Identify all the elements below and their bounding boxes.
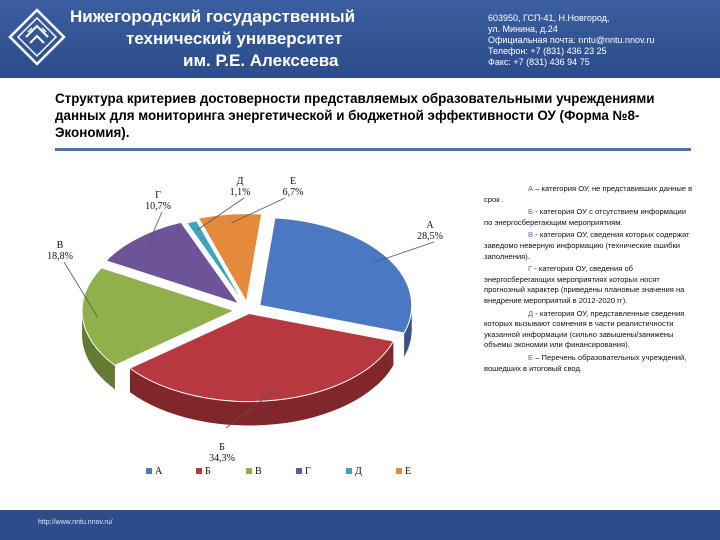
pie-slice-Г <box>105 221 240 305</box>
slice-value-В: 18,8% <box>47 251 73 262</box>
pie-slice-Д <box>185 220 245 305</box>
legend-label-А: А <box>155 466 163 477</box>
pie-slice-Б <box>128 313 395 403</box>
contact-phone: Телефон: +7 (831) 436 23 25 <box>488 46 607 56</box>
legend-swatch-Е <box>396 468 402 474</box>
legend-text-g: - категория ОУ, сведения об энергосберег… <box>484 264 685 305</box>
leader-line-Д <box>196 197 245 231</box>
slice-value-А: 28,5% <box>417 231 443 242</box>
legend-text-e: – Перечень образовательных учреждений, в… <box>484 352 687 373</box>
legend-label-Г: Г <box>305 466 311 477</box>
legend-swatch-В <box>246 468 252 474</box>
university-name-line-3: им. Р.Е. Алексеева <box>183 51 339 70</box>
chart-legend: А Б В Г Д Е <box>146 466 411 477</box>
legend-text-d: - категория ОУ, представленные сведения … <box>484 308 685 350</box>
slice-value-Д: 1,1% <box>230 187 251 198</box>
legend-item-d: Д - категория ОУ, представленные сведени… <box>484 309 694 351</box>
legend-item-b: Б - категория ОУ с отсутствием информаци… <box>484 207 694 228</box>
legend-swatch-Д <box>346 468 352 474</box>
slice-label-Д: Д <box>237 176 244 187</box>
legend-key-v: В <box>528 230 534 240</box>
university-name-line-2: технический университет <box>126 29 343 48</box>
legend-label-В: В <box>255 466 262 477</box>
legend-swatch-А <box>146 468 152 474</box>
slice-value-Е: 6,7% <box>283 187 304 198</box>
pie-slice-В <box>81 267 236 366</box>
slice-label-В: В <box>57 240 64 251</box>
slice-label-А: А <box>426 220 434 231</box>
slice-value-Г: 10,7% <box>145 201 171 212</box>
legend-item-v: В - категория ОУ, сведения которых содер… <box>484 230 694 262</box>
pie-slice-side-А <box>404 305 412 357</box>
pie-slice-Е <box>197 213 263 304</box>
legend-item-e: Е – Перечень образовательных учреждений,… <box>484 353 694 374</box>
footer-url-link[interactable]: http://www.nntu.nnov.ru/ <box>38 519 113 526</box>
legend-item-a: А – категория ОУ, не представивших данны… <box>484 184 694 205</box>
pie-slice-side-В <box>82 310 115 390</box>
legend-swatch-Б <box>196 468 202 474</box>
legend-description: А – категория ОУ, не представивших данны… <box>484 184 694 376</box>
university-name-line-1: Нижегородский государственный <box>70 7 356 26</box>
legend-text-b: - категория ОУ с отсутствием информации … <box>484 207 686 227</box>
slide-title: Структура критериев достоверности предст… <box>55 91 655 140</box>
contact-email: Официальная почта: nntu@nntu.nnov.ru <box>488 35 655 45</box>
title-divider <box>55 148 691 151</box>
slice-label-Г: Г <box>155 190 161 201</box>
slice-label-Б: Б <box>219 442 225 453</box>
leader-line-Б <box>225 391 274 429</box>
legend-label-Д: Д <box>355 466 362 477</box>
header-banner: Нижегородский государственный технически… <box>0 0 720 78</box>
slice-value-Б: 34,3% <box>209 453 235 464</box>
legend-item-g: Г - категория ОУ, сведения об энергосбер… <box>484 264 694 306</box>
footer-bar: http://www.nntu.nnov.ru/ <box>0 510 720 540</box>
legend-key-e: Е <box>528 352 534 362</box>
legend-text-v: - категория ОУ, сведения которых содержа… <box>484 230 690 261</box>
legend-key-a: А <box>528 184 534 193</box>
contact-fax: Факс: +7 (831) 436 94 75 <box>488 57 590 67</box>
pie-side-walls <box>82 305 412 426</box>
legend-label-Б: Б <box>205 466 211 477</box>
pie-slice-А <box>259 217 413 334</box>
leader-line-А <box>374 241 435 263</box>
leader-line-В <box>63 261 99 318</box>
pie-chart: А28,5%Б34,3%В18,8%Г10,7%Д1,1%Е6,7%А Б В Г Д Е <box>47 176 443 477</box>
legend-label-Е: Е <box>405 466 411 477</box>
contact-address-line-2: ул. Минина, д.24 <box>488 24 558 34</box>
legend-key-g: Г <box>528 264 533 274</box>
legend-key-b: Б <box>528 207 533 217</box>
pie-slice-side-Б <box>129 341 394 426</box>
leader-line-Е <box>231 197 286 224</box>
legend-text-a: – категория ОУ, не представивших данные … <box>484 184 693 204</box>
legend-swatch-Г <box>296 468 302 474</box>
legend-key-d: Д <box>528 308 534 318</box>
leader-line-Г <box>147 211 163 245</box>
university-logo-icon <box>8 8 66 66</box>
slice-label-Е: Е <box>290 176 296 187</box>
contact-address-line-1: 603950, ГСП-41, Н.Новгород, <box>488 13 610 23</box>
